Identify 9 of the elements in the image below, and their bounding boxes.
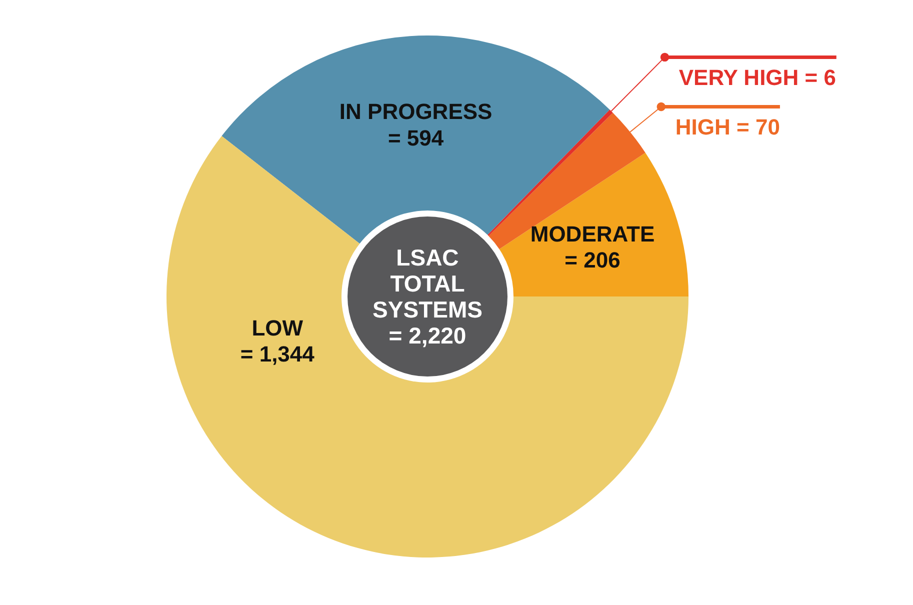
data-label: = 1,344	[240, 342, 316, 367]
slice-label: MODERATE	[530, 221, 655, 246]
text: LSAC TOTAL SYSTEMS = 2,220	[372, 244, 482, 348]
slice-label: LOW	[252, 315, 304, 340]
slice-label: HIGH = 70	[675, 114, 780, 140]
data-label: = 594	[388, 125, 444, 150]
slice-label: IN PROGRESS	[339, 99, 492, 124]
slice-label: VERY HIGH = 6	[678, 65, 836, 90]
data-label: = 206	[564, 248, 620, 273]
